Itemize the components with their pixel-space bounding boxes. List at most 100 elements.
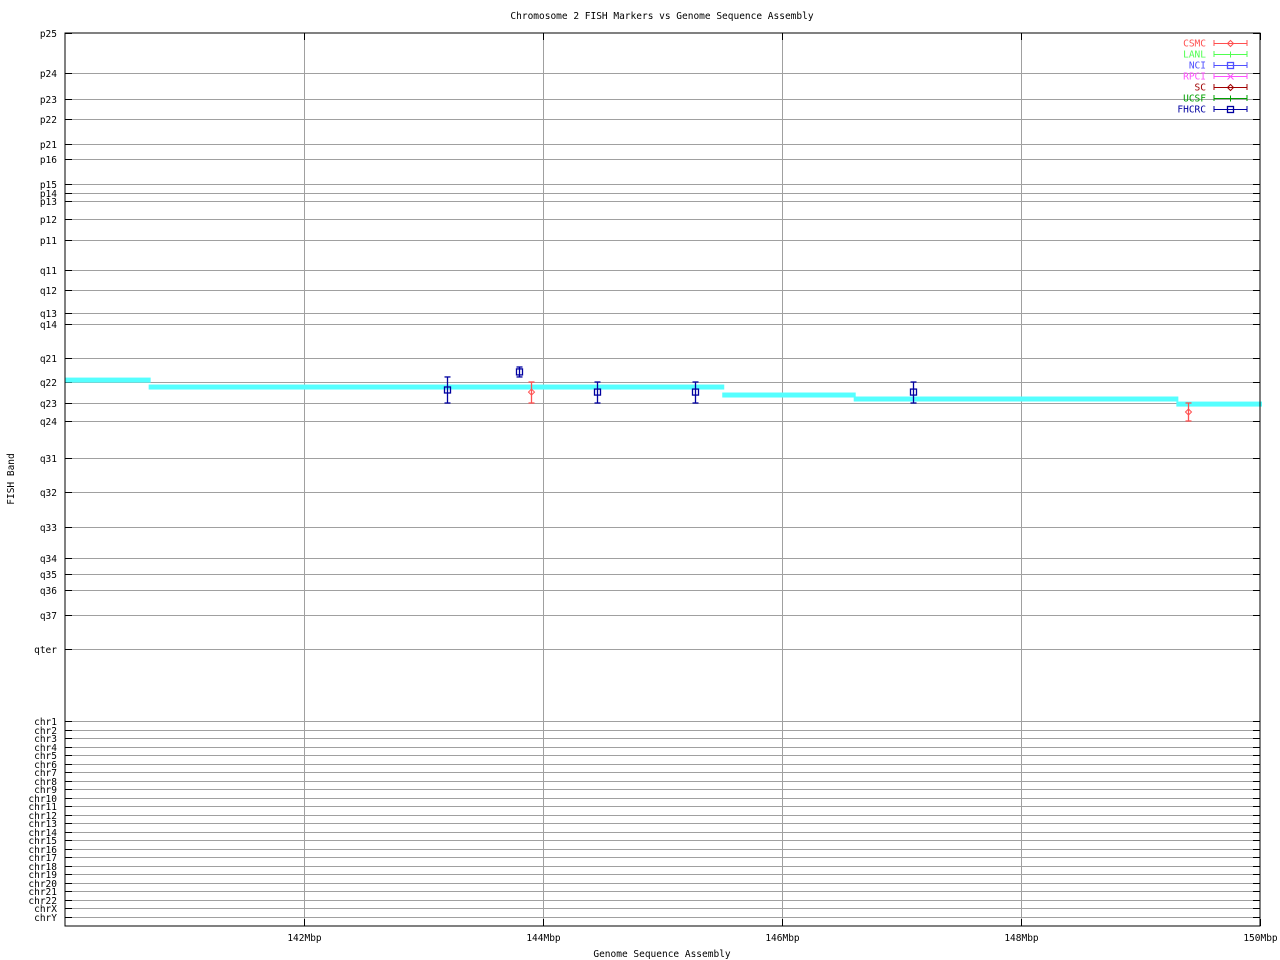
plot-border (64, 32, 1261, 927)
y-tick-label: p14 (40, 189, 57, 200)
legend-label: FHCRC (1177, 105, 1206, 116)
y-tick-label: q32 (40, 488, 57, 499)
y-tick-label: p21 (40, 140, 57, 151)
assembly-segment (65, 377, 151, 383)
y-tick-label: q37 (40, 611, 57, 622)
x-tick-label: 146Mbp (765, 933, 800, 944)
legend-entry-nci: NCI (1189, 61, 1248, 72)
y-tick-label: chr2 (34, 726, 57, 737)
y-tick-label: q11 (40, 266, 57, 277)
assembly-segment (1176, 401, 1262, 407)
y-tick-label: chr6 (34, 760, 57, 771)
y-tick-label: q36 (40, 586, 57, 597)
legend-entry-rpci: RPCI (1183, 72, 1248, 83)
data-points (443, 366, 1193, 422)
y-tick-label: p24 (40, 69, 57, 80)
point-marker (443, 386, 452, 394)
legend-marker (1227, 73, 1234, 80)
x-tick-label: 148Mbp (1004, 933, 1039, 944)
y-tick-label: chr7 (34, 768, 57, 779)
x-axis-label: Genome Sequence Assembly (593, 949, 731, 960)
y-tick-label: chr16 (28, 845, 57, 856)
y-tick-label: p13 (40, 197, 57, 208)
y-tick-label: p15 (40, 180, 57, 191)
y-tick-label: p11 (40, 236, 57, 247)
y-tick-label: chrY (34, 913, 57, 924)
y-tick-label: chr3 (34, 734, 57, 745)
y-tick-label: chrX (34, 904, 57, 915)
legend-entry-sc: SC (1195, 83, 1248, 94)
data-point-csmc (1184, 402, 1193, 422)
legend-marker (1226, 105, 1235, 114)
y-tick-label: q22 (40, 378, 57, 389)
legend-marker (1226, 39, 1235, 48)
chart-title: Chromosome 2 FISH Markers vs Genome Sequ… (510, 11, 813, 22)
y-tick-label: p16 (40, 155, 57, 166)
assembly-segment (148, 384, 725, 390)
y-tick-label: p23 (40, 95, 57, 106)
y-tick-label: q24 (40, 417, 57, 428)
legend-entry-csmc: CSMC (1183, 39, 1248, 50)
y-tick-label: chr5 (34, 751, 57, 762)
y-tick-label: chr1 (34, 717, 57, 728)
y-tick-label: q33 (40, 523, 57, 534)
data-point-fhcrc (443, 376, 452, 404)
legend-label: NCI (1189, 61, 1206, 72)
data-point-fhcrc (909, 381, 918, 404)
legend-entry-fhcrc: FHCRC (1177, 105, 1248, 116)
assembly-line (65, 377, 1262, 407)
y-tick-label: chr9 (34, 785, 57, 796)
y-tick-label: chr10 (28, 794, 57, 805)
point-marker (515, 368, 524, 376)
y-tick-label: chr13 (28, 819, 57, 830)
data-point-fhcrc (593, 381, 602, 404)
y-tick-label: q23 (40, 399, 57, 410)
y-tick-label: p12 (40, 215, 57, 226)
x-tick-label: 150Mbp (1243, 933, 1278, 944)
y-tick-label: q13 (40, 309, 57, 320)
y-tick-label: chr14 (28, 828, 57, 839)
legend-label: SC (1195, 83, 1206, 94)
y-tick-label: chr8 (34, 777, 57, 788)
point-marker (527, 388, 536, 396)
point-marker (593, 388, 602, 396)
y-tick-label: chr15 (28, 836, 57, 847)
y-tick-label: q21 (40, 354, 57, 365)
y-tick-label: p25 (40, 29, 57, 40)
y-tick-label: q12 (40, 286, 57, 297)
grid (65, 33, 1260, 926)
point-marker (691, 388, 700, 396)
legend-label: UCSF (1183, 94, 1206, 105)
legend-label: CSMC (1183, 39, 1206, 50)
y-tick-label: chr11 (28, 802, 57, 813)
y-tick-label: q31 (40, 454, 57, 465)
data-point-fhcrc (691, 381, 700, 404)
point-marker (909, 388, 918, 396)
y-tick-label: chr22 (28, 896, 57, 907)
y-tick-label: chr21 (28, 887, 57, 898)
y-tick-label: q35 (40, 570, 57, 581)
legend-label: LANL (1183, 50, 1206, 61)
data-point-csmc (527, 381, 536, 404)
legend-label: RPCI (1183, 72, 1206, 83)
y-tick-label: p22 (40, 115, 57, 126)
point-marker (1184, 408, 1193, 416)
x-ticks: 142Mbp 144Mbp 146Mbp 148Mbp 150Mbp (287, 33, 1278, 944)
y-tick-label: chr18 (28, 862, 57, 873)
y-tick-label: chr4 (34, 743, 57, 754)
x-tick-label: 144Mbp (526, 933, 561, 944)
legend-entry-lanl: LANL (1183, 50, 1248, 61)
legend-marker (1226, 83, 1235, 92)
legend-entry-ucsf: UCSF (1183, 94, 1248, 105)
y-tick-label: chr12 (28, 811, 57, 822)
y-axis-label: FISH Band (6, 453, 17, 504)
y-tick-label: q14 (40, 320, 57, 331)
y-tick-label: chr19 (28, 870, 57, 881)
y-tick-label: chr17 (28, 853, 57, 864)
y-tick-label: qter (34, 645, 57, 656)
legend-marker (1226, 61, 1235, 70)
y-tick-label: q34 (40, 554, 57, 565)
